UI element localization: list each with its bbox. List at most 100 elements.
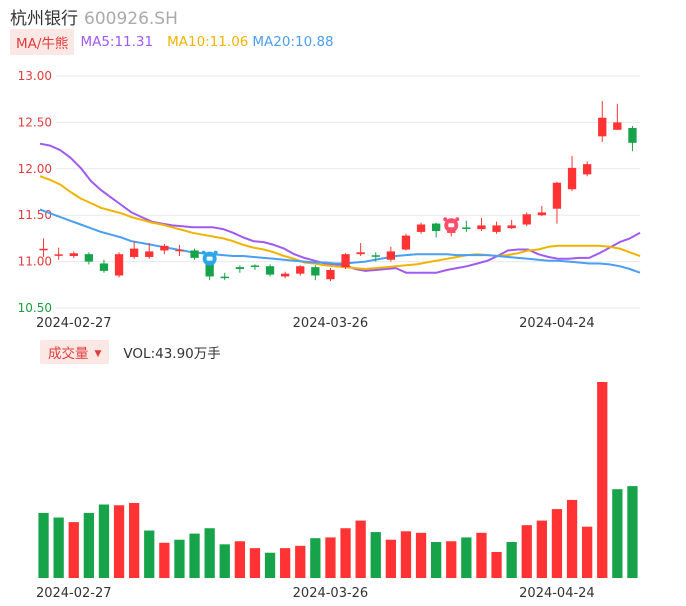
candle-body — [628, 127, 637, 143]
candle-body — [250, 265, 260, 267]
ma5-line — [39, 142, 641, 274]
stock-name: 杭州银行 — [10, 9, 78, 29]
y-tick-label: 10.50 — [18, 301, 52, 315]
volume-bar — [98, 504, 110, 578]
volume-x-tick-label: 2024-02-27 — [36, 586, 112, 601]
candle-body — [54, 254, 63, 256]
signal-icon-ear — [213, 250, 218, 255]
volume-bar — [249, 548, 261, 578]
candle-body — [371, 255, 380, 257]
volume-bar — [174, 539, 185, 578]
price-grid — [56, 75, 640, 309]
price-axis-labels: 13.00 12.50 12.00 11.50 11.00 10.50 — [18, 69, 52, 315]
candle-body — [582, 164, 592, 175]
ma-legend: MA/牛熊 MA5:11.31 MA10:11.06 MA20:10.88 — [10, 29, 334, 55]
candle-body — [326, 269, 335, 280]
volume-bar — [113, 505, 125, 578]
y-tick-label: 11.00 — [18, 255, 52, 269]
x-tick-label: 2024-04-24 — [519, 316, 595, 331]
candle-body — [84, 254, 94, 262]
volume-date-axis-labels: 2024-02-27 2024-03-26 2024-04-24 — [36, 586, 595, 601]
volume-bar — [144, 530, 155, 578]
stock-title: 杭州银行 600926.SH — [10, 4, 178, 29]
candle-body — [235, 267, 245, 270]
ma20-line — [39, 208, 641, 274]
candle-body — [492, 225, 501, 232]
volume-bar — [234, 541, 245, 578]
y-tick-label: 13.00 — [18, 69, 52, 83]
y-tick-label: 12.00 — [18, 162, 52, 176]
candle-body — [160, 245, 169, 251]
candle-body — [205, 260, 214, 277]
signal-icon-ear — [443, 217, 448, 222]
dropdown-triangle-icon: ▼ — [94, 349, 102, 359]
x-tick-label: 2024-02-27 — [36, 316, 112, 331]
volume-bar — [476, 532, 487, 578]
volume-bar — [521, 525, 532, 578]
candle-body — [129, 248, 139, 257]
bull-signal-icon — [201, 250, 218, 266]
volume-bar — [340, 528, 351, 578]
volume-bar — [159, 542, 170, 578]
volume-bar — [385, 539, 396, 578]
volume-bar — [83, 512, 94, 578]
stock-code: 600926.SH — [84, 9, 178, 29]
candle-body — [114, 254, 124, 276]
volume-bar — [400, 531, 412, 578]
candle-body — [462, 227, 471, 229]
volume-indicator-label: 成交量 — [48, 346, 89, 362]
signal-markers — [201, 217, 460, 266]
candle-body — [401, 235, 411, 250]
volume-bar — [446, 541, 457, 578]
volume-bar — [38, 512, 49, 578]
volume-bar — [431, 542, 442, 578]
bear-signal-icon — [443, 217, 460, 233]
moving-average-lines — [39, 142, 641, 274]
candle-body — [507, 225, 516, 229]
volume-bar — [597, 382, 608, 578]
volume-bar — [536, 520, 547, 578]
y-tick-label: 11.50 — [18, 208, 52, 222]
candle-body — [69, 253, 78, 257]
volume-legend: 成交量 ▼ VOL:43.90万手 — [40, 340, 221, 364]
volume-bar — [415, 532, 427, 578]
ma-indicator-toggle[interactable]: MA/牛熊 — [10, 29, 75, 55]
volume-bar — [612, 489, 623, 578]
candle-body — [613, 122, 622, 130]
ma10-legend: MA10:11.06 — [167, 34, 249, 50]
volume-bar — [461, 537, 472, 578]
signal-icon-ear — [455, 217, 460, 222]
signal-icon-mark — [206, 256, 213, 261]
volume-bar — [627, 486, 638, 578]
volume-bar — [310, 538, 321, 578]
volume-bars — [38, 382, 638, 578]
candle-body — [552, 182, 562, 209]
volume-bar — [280, 548, 291, 578]
signal-icon-ear — [201, 250, 206, 255]
candle-body — [145, 251, 154, 257]
candle-body — [296, 266, 305, 274]
x-tick-label: 2024-03-26 — [293, 316, 369, 331]
signal-icon-mark — [448, 223, 455, 228]
ma10-line — [39, 175, 641, 270]
candle-body — [341, 254, 350, 268]
candle-body — [175, 249, 184, 252]
volume-bar — [129, 502, 140, 578]
candle-body — [522, 214, 531, 225]
candle-body — [99, 263, 109, 271]
candle-body — [265, 266, 275, 275]
volume-value: VOL:43.90万手 — [123, 346, 221, 362]
volume-bar — [204, 528, 215, 578]
volume-indicator-dropdown[interactable]: 成交量 ▼ — [40, 340, 110, 364]
candle-body — [567, 167, 577, 190]
volume-bar — [506, 542, 517, 578]
candle-body — [537, 212, 547, 216]
volume-bar — [53, 517, 64, 578]
volume-bar — [264, 552, 276, 578]
candle-body — [431, 223, 441, 231]
candle-body — [477, 225, 486, 230]
volume-x-tick-label: 2024-03-26 — [293, 586, 369, 601]
volume-bar — [370, 532, 381, 578]
candle-body — [280, 273, 290, 277]
